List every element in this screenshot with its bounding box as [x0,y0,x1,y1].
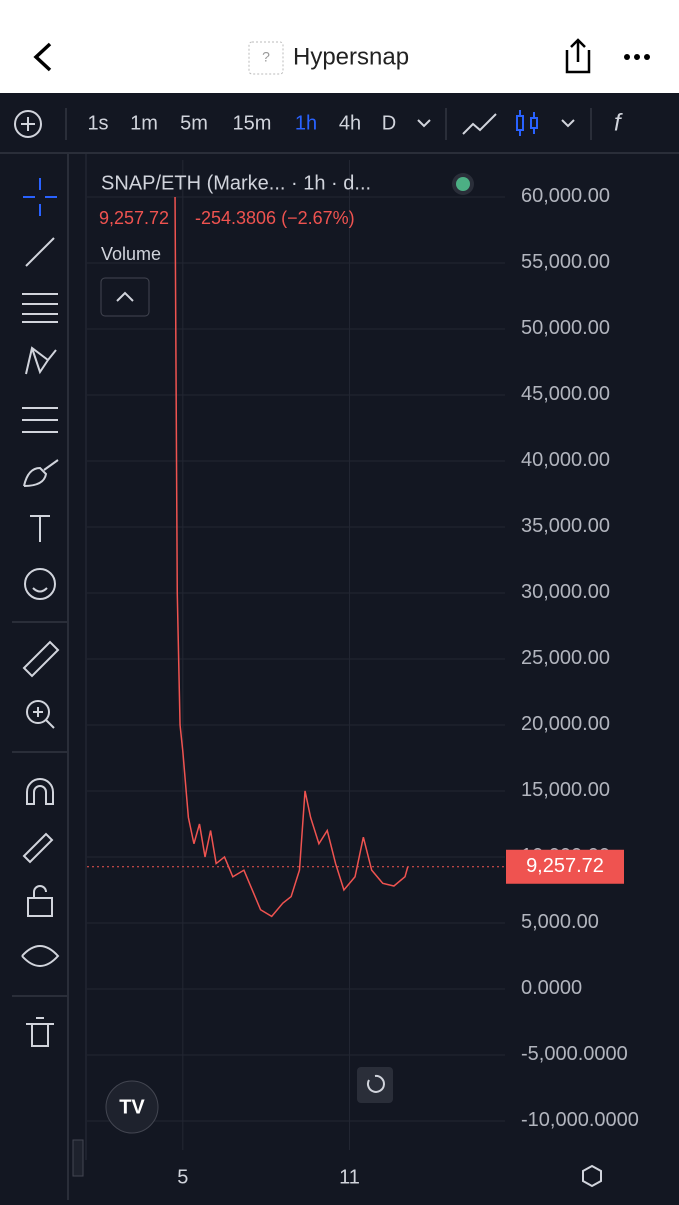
y-tick-label: 55,000.00 [521,251,610,273]
trend-line-tool[interactable] [25,237,55,267]
pattern-tool[interactable] [25,346,57,375]
y-tick-label: 40,000.00 [521,449,610,471]
collapse-legend[interactable] [100,277,150,317]
svg-text:TV: TV [119,1096,145,1118]
interval-button[interactable]: 1s [87,112,108,134]
interval-button[interactable]: 1h [295,112,317,134]
interval-button[interactable]: D [382,112,396,134]
prediction-tool[interactable] [22,407,58,433]
magnet-tool[interactable] [26,778,54,805]
y-tick-label: 5,000.00 [521,911,599,933]
text-tool[interactable] [30,515,50,542]
y-tick-label: -5,000.0000 [521,1043,628,1065]
y-tick-label: 25,000.00 [521,647,610,669]
candle-chart-button[interactable] [516,110,538,136]
hide-tool[interactable] [21,945,60,967]
app-icon-text: ? [262,49,270,65]
page-title: Hypersnap [293,43,409,70]
nav-bar [0,0,679,93]
interval-button[interactable]: 1m [130,112,158,134]
more-button[interactable] [624,54,650,60]
zoom-tool[interactable] [26,700,55,729]
tradingview-logo: TV [105,1080,159,1134]
x-tick-label: 11 [339,1166,360,1188]
y-tick-label: 50,000.00 [521,317,610,339]
drawing-tools [12,178,68,1047]
app-icon [248,41,284,75]
x-tick-label: 5 [177,1166,188,1188]
y-tick-label: 60,000.00 [521,185,610,207]
y-tick-label: 20,000.00 [521,713,610,735]
y-tick-label: 30,000.00 [521,581,610,603]
line-chart-button[interactable] [462,113,497,135]
y-tick-label: 45,000.00 [521,383,610,405]
share-button[interactable] [565,38,591,74]
y-tick-label: 15,000.00 [521,779,610,801]
interval-button[interactable]: 4h [339,112,361,134]
interval-dropdown[interactable] [417,119,431,128]
crosshair-tool[interactable] [23,178,57,216]
toolbar-toggle[interactable] [72,1139,84,1177]
settings-button[interactable] [582,1164,602,1188]
volume-label: Volume [101,244,161,264]
add-button[interactable] [14,110,42,138]
ruler-tool[interactable] [22,640,60,678]
fib-tool[interactable] [22,293,58,323]
y-tick-label: -10,000.0000 [521,1109,639,1131]
interval-button[interactable]: 5m [180,112,208,134]
indicators-button[interactable]: f [614,109,623,136]
chart-type-dropdown[interactable] [561,119,575,128]
symbol-label: SNAP/ETH (Marke... · 1h · d... [101,172,371,194]
lock-drawings-tool[interactable] [22,832,54,864]
price-line [174,196,409,918]
price-tag: 9,257.72 [526,855,604,877]
price-tag-bg [506,849,624,884]
y-tick-label: 35,000.00 [521,515,610,537]
interval-button[interactable]: 15m [233,112,272,134]
emoji-tool[interactable] [24,568,56,600]
legend-price: 9,257.72 [99,208,169,228]
y-tick-label: 0.0000 [521,977,582,999]
brush-tool[interactable] [23,459,59,487]
reset-button[interactable] [357,1067,393,1103]
unlock-tool[interactable] [27,885,53,917]
delete-tool[interactable] [26,1017,54,1047]
back-button[interactable] [33,42,52,72]
status-dot [456,177,470,191]
legend-change: -254.3806 (−2.67%) [195,208,355,228]
